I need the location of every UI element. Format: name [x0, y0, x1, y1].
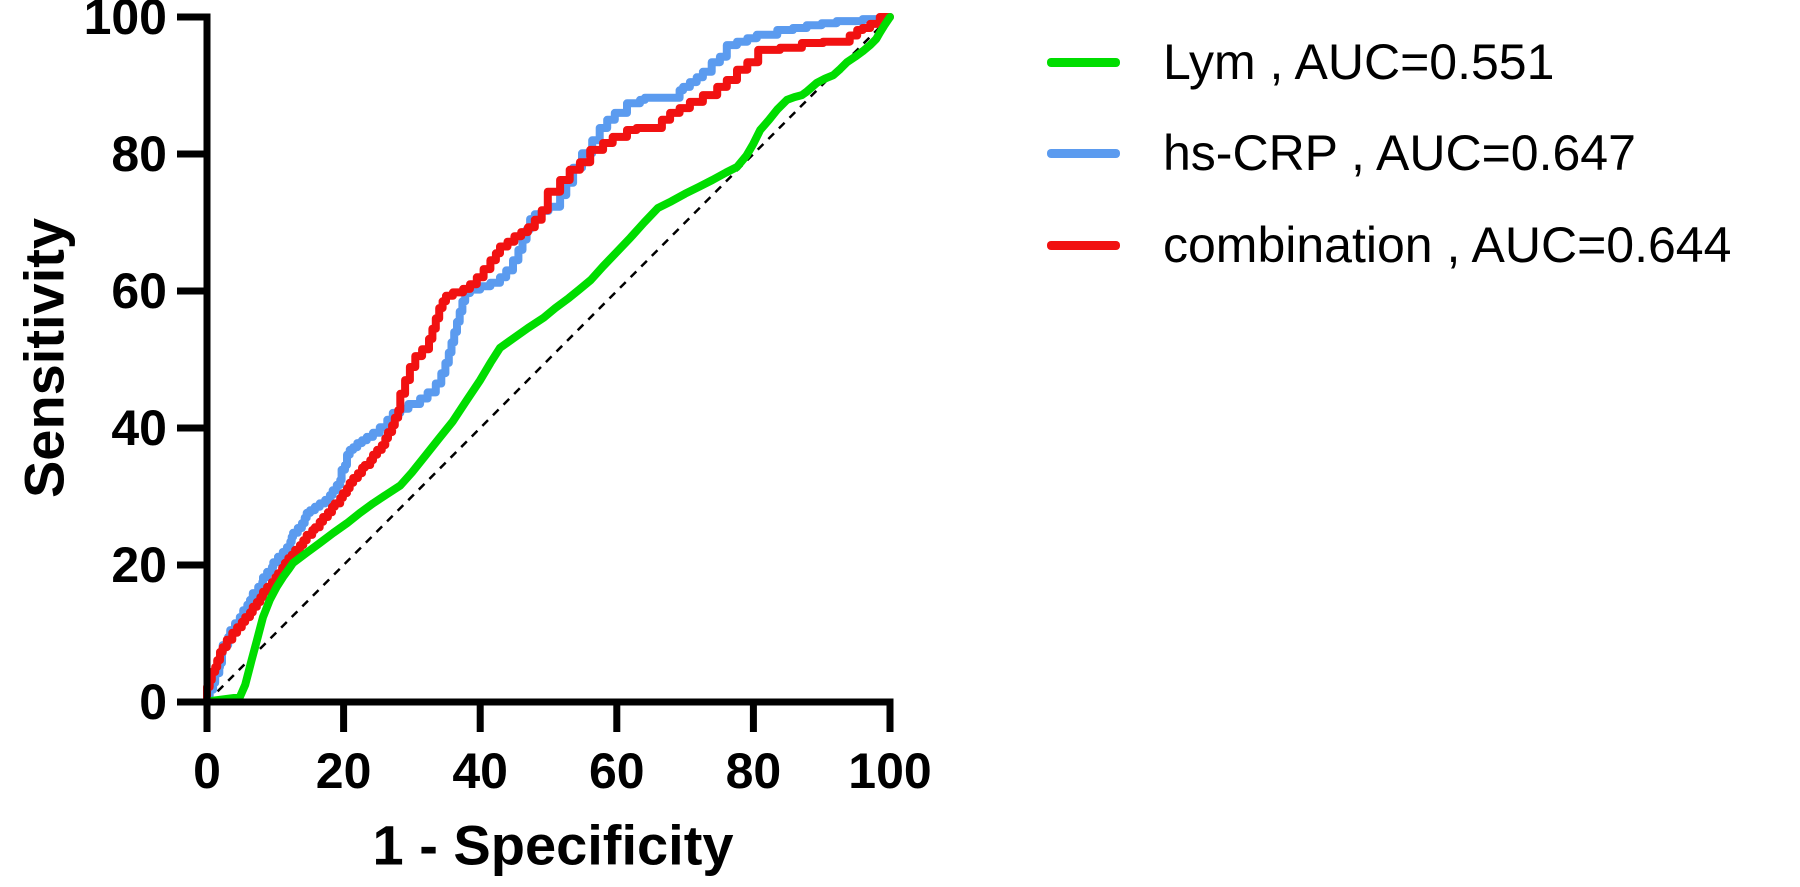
- hs-crp-line-swatch: [1047, 148, 1120, 158]
- x-tick-label-80: 80: [726, 743, 782, 799]
- combination-line-swatch: [1047, 240, 1120, 250]
- y-tick-label-20: 20: [111, 537, 167, 593]
- x-tick-label-0: 0: [193, 743, 221, 799]
- roc-curve-hs-crp: [203, 13, 894, 706]
- y-tick-label-0: 0: [139, 674, 167, 730]
- y-tick-label-40: 40: [111, 400, 167, 456]
- legend-item-combination: combination , AUC=0.644: [1047, 217, 1731, 273]
- x-tick-label-20: 20: [316, 743, 372, 799]
- legend-label-hs-crp: hs-CRP , AUC=0.647: [1163, 125, 1636, 181]
- x-axis-title: 1 - Specificity: [372, 813, 734, 877]
- x-tick-label-60: 60: [589, 743, 645, 799]
- y-tick-label-60: 60: [111, 263, 167, 319]
- roc-curve-combination: [203, 13, 894, 706]
- roc-curve-lym: [203, 13, 894, 706]
- legend-label-combination: combination , AUC=0.644: [1163, 217, 1732, 273]
- lym-line-swatch: [1047, 57, 1120, 67]
- y-tick-label-80: 80: [111, 126, 167, 182]
- legend-label-lym: Lym , AUC=0.551: [1163, 34, 1555, 90]
- x-tick-label-40: 40: [452, 743, 508, 799]
- y-tick-label-100: 100: [84, 0, 167, 45]
- legend-item-hs-crp: hs-CRP , AUC=0.647: [1047, 125, 1636, 181]
- legend-item-lym: Lym , AUC=0.551: [1047, 34, 1554, 90]
- diagonal-reference-line: [206, 16, 891, 703]
- y-axis-title: Sensitivity: [12, 217, 76, 499]
- x-tick-label-100: 100: [848, 743, 931, 799]
- axis-lines: [203, 13, 894, 706]
